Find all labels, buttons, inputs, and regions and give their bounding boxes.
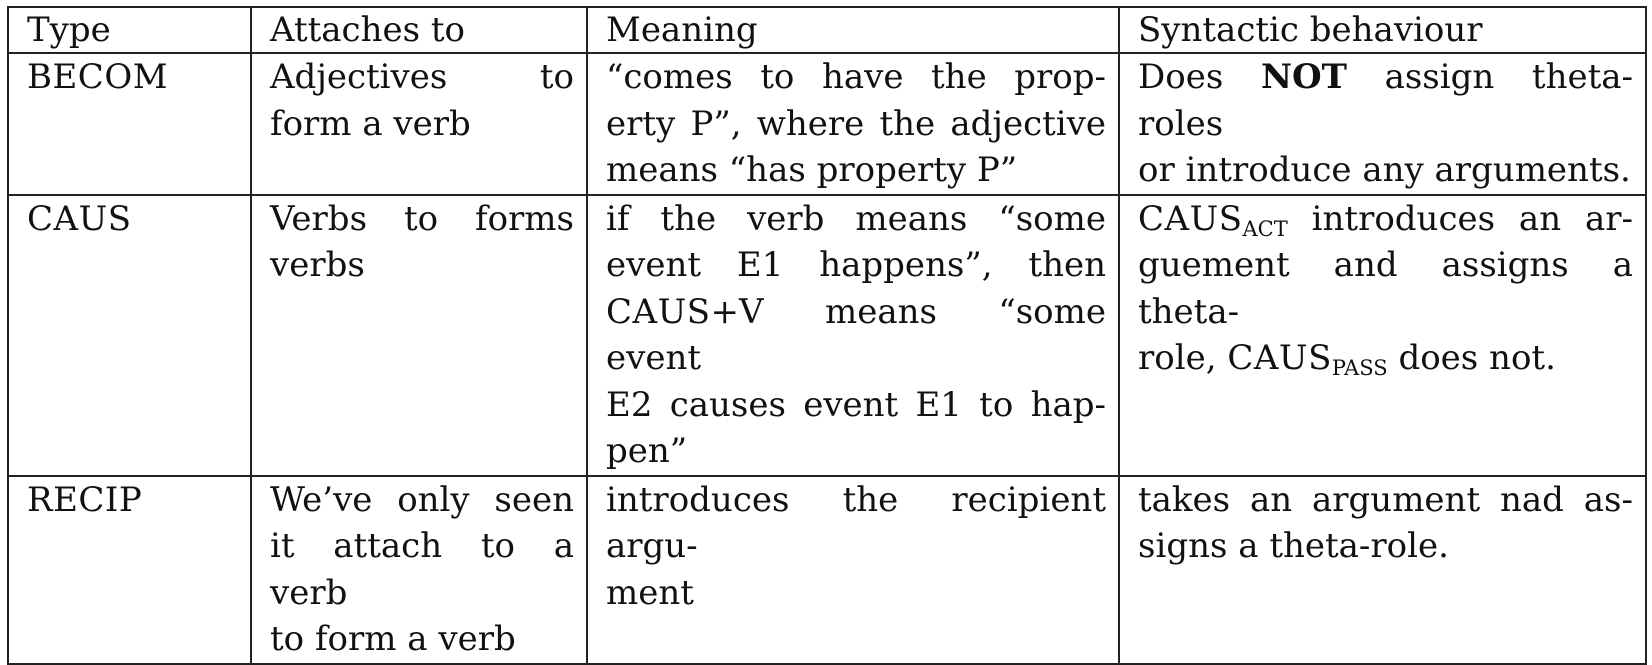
meaning-cell-becom: “comes to have the prop- erty P”, where … [586,52,1120,196]
meaning-line: introduces the recipient argu- [606,479,1106,567]
meaning-cell-caus: if the verb means “some event E1 happens… [586,193,1120,477]
attaches-line: verbs [270,245,365,285]
attaches-cell-recip: We’ve only seen it attach to a verb to f… [250,474,588,665]
meaning-line: CAUS+V means “some event [606,289,1106,382]
meaning-line: ment [606,572,694,613]
syntax-line: or introduce any arguments. [1138,150,1631,190]
meaning-line: if the verb means “some [606,198,1106,239]
syntax-text: Does [1138,57,1261,97]
syntax-emphasis: NOT [1260,57,1347,97]
attaches-line: We’ve only seen [270,479,574,520]
attaches-line: Verbs to forms [270,198,574,239]
meaning-text: +V means “some event [606,291,1106,379]
caus-smallcaps: CAUS [606,291,711,332]
syntax-line: CAUSACT introduces an ar- [1138,196,1633,243]
header-meaning: Meaning [586,6,1120,54]
meaning-line: means “has property P” [606,150,1018,190]
header-syntax: Syntactic behaviour [1118,6,1647,54]
table-row-becom: BECOM Adjectives to form a verb “comes t… [7,52,1647,196]
type-label-recip: RECIP [27,479,143,520]
attaches-line: to form a verb [270,619,516,659]
meaning-line: erty P”, where the adjective [606,103,1106,144]
type-cell-becom: BECOM [7,52,252,196]
attaches-line: form a verb [270,103,471,144]
meaning-line: event E1 happens”, then [606,245,1106,285]
meaning-line: “comes to have the prop- [606,57,1106,97]
type-label-caus: CAUS [27,198,132,239]
meaning-line: E2 causes event E1 to hap- [606,384,1106,425]
syntax-cell-caus: CAUSACT introduces an ar- guement and as… [1118,193,1647,477]
syntax-line: takes an argument nad as- [1138,479,1633,520]
header-type: Type [7,6,252,54]
caus-smallcaps: CAUS [1138,198,1243,239]
act-subscript: ACT [1242,216,1288,241]
syntax-text: assign theta-roles [1138,57,1634,144]
syntax-line: guement and assigns a theta- [1138,245,1633,332]
caus-smallcaps: CAUS [1227,338,1332,378]
syntax-line: signs a theta-role. [1138,526,1449,566]
syntax-text: role, [1138,338,1228,378]
table-row-recip: RECIP We’ve only seen it attach to a ver… [7,474,1647,665]
attaches-line: it attach to a verb [270,526,574,613]
table-row-caus: CAUS Verbs to forms verbs if the verb me… [7,193,1647,477]
header-attaches: Attaches to [250,6,588,54]
syntax-line: Does NOT assign theta-roles [1138,54,1633,147]
syntax-line: role, CAUSPASS does not. [1138,335,1633,382]
attaches-line: Adjectives to [270,57,574,97]
syntax-text: introduces an ar- [1287,198,1633,239]
meaning-line: pen” [606,431,688,471]
type-cell-caus: CAUS [7,193,252,477]
header-row: Type Attaches to Meaning Syntactic behav… [7,6,1647,54]
syntax-cell-recip: takes an argument nad as- signs a theta-… [1118,474,1647,665]
pass-subscript: PASS [1331,356,1388,380]
type-label-becom: BECOM [27,57,169,97]
meaning-cell-recip: introduces the recipient argu- ment [586,474,1120,665]
morpheme-table: Type Attaches to Meaning Syntactic behav… [7,6,1647,665]
attaches-cell-caus: Verbs to forms verbs [250,193,588,477]
attaches-cell-becom: Adjectives to form a verb [250,52,588,196]
syntax-text: does not. [1387,338,1556,378]
syntax-cell-becom: Does NOT assign theta-roles or introduce… [1118,52,1647,196]
type-cell-recip: RECIP [7,474,252,665]
